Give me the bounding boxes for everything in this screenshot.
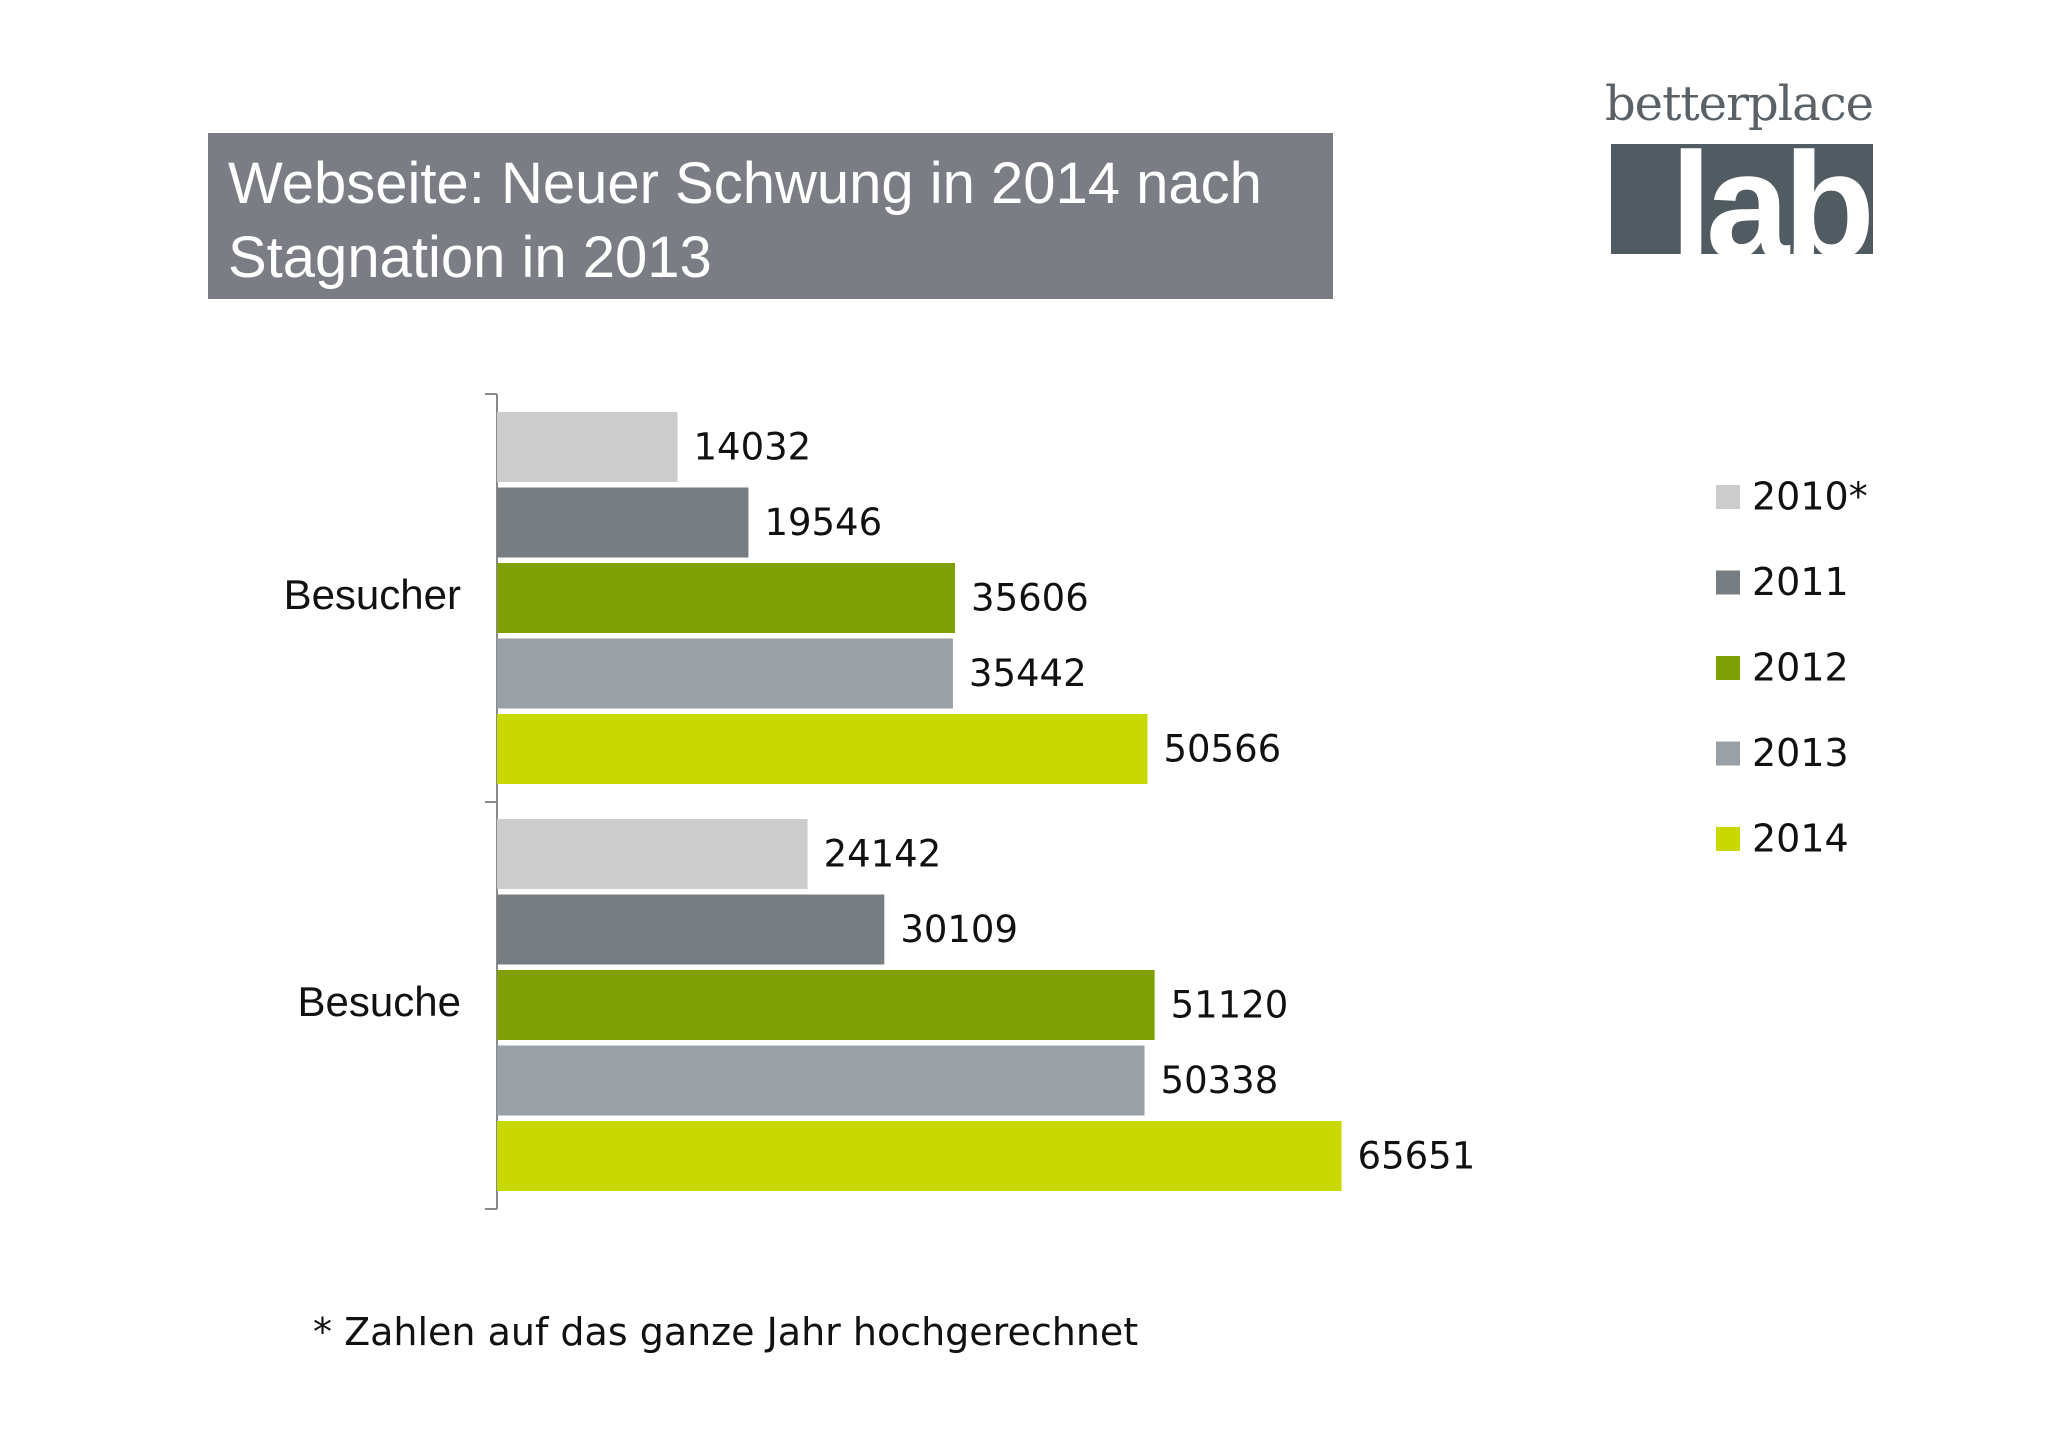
bar-besucher-2012 [497, 563, 956, 633]
legend-label-2010: 2010* [1752, 475, 1868, 519]
category-label-besuche: Besuche [298, 978, 461, 1025]
legend-swatch-2012 [1716, 656, 1740, 680]
legend-swatch-2011 [1716, 570, 1740, 595]
legend-label-2011: 2011 [1752, 560, 1849, 604]
logo-top-text: betterplace [1604, 76, 1874, 132]
legend-swatch-2010 [1716, 485, 1740, 509]
bar-besuche-2012 [497, 970, 1155, 1040]
footnote: * Zahlen auf das ganze Jahr hochgerechne… [313, 1310, 1139, 1354]
legend-label-2012: 2012 [1752, 646, 1849, 690]
data-label-besucher-2010: 14032 [694, 426, 812, 469]
data-label-besuche-2013: 50338 [1161, 1059, 1279, 1102]
logo-main-text: lab [1670, 121, 1875, 289]
title-banner: Webseite: Neuer Schwung in 2014 nach Sta… [208, 133, 1333, 299]
legend-label-2013: 2013 [1752, 731, 1849, 775]
bar-besuche-2010 [497, 819, 808, 889]
chart-title: Webseite: Neuer Schwung in 2014 nach Sta… [228, 151, 1262, 290]
data-label-besucher-2013: 35442 [969, 652, 1087, 695]
bar-besuche-2011 [497, 894, 885, 965]
data-label-besuche-2014: 65651 [1358, 1135, 1476, 1178]
data-label-besucher-2012: 35606 [971, 577, 1089, 620]
legend-swatch-2013 [1716, 741, 1740, 766]
legend-label-2014: 2014 [1752, 817, 1849, 861]
data-label-besuche-2012: 51120 [1171, 984, 1289, 1027]
logo-box [1611, 144, 1873, 254]
data-label-besuche-2011: 30109 [900, 908, 1018, 951]
legend-swatch-2014 [1716, 827, 1740, 851]
betterplace-lab-logo: betterplace lab [1604, 74, 1875, 280]
data-label-besuche-2010: 24142 [824, 833, 942, 876]
bar-besucher-2013 [497, 638, 953, 709]
bar-besucher-2010 [497, 412, 678, 482]
data-label-besucher-2014: 50566 [1163, 728, 1281, 771]
bar-besuche-2013 [497, 1045, 1145, 1116]
bar-besucher-2014 [497, 714, 1148, 784]
data-label-besucher-2011: 19546 [764, 501, 882, 544]
bar-besuche-2014 [497, 1121, 1342, 1191]
category-label-besucher: Besucher [284, 571, 461, 618]
bar-besucher-2011 [497, 487, 749, 558]
